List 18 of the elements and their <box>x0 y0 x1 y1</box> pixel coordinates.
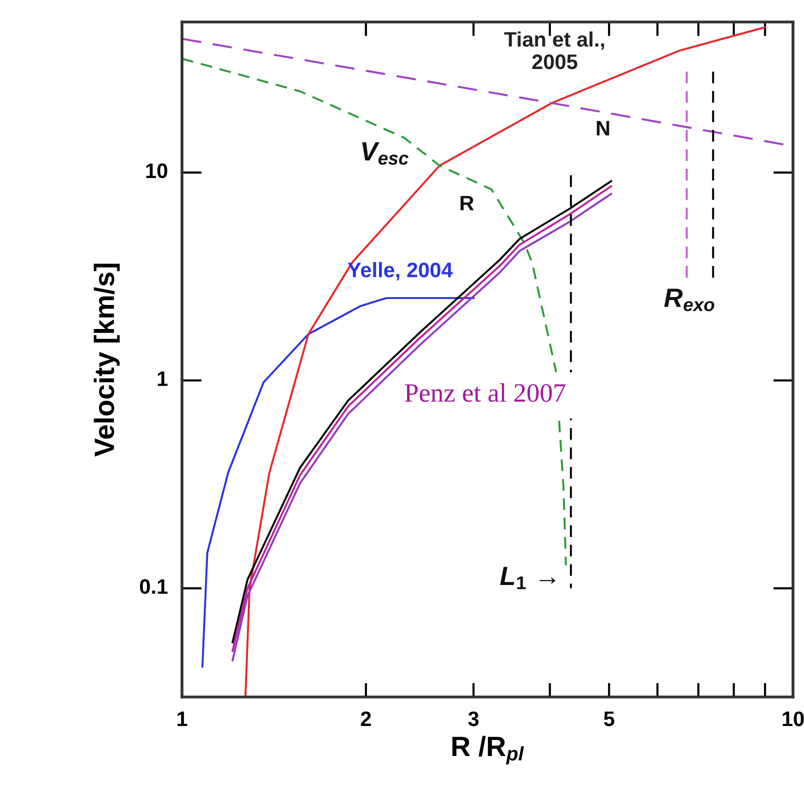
y-tick-label: 1 <box>158 371 168 386</box>
x-tick-label: 2 <box>360 711 371 726</box>
x-tick-label: 1 <box>178 712 188 726</box>
annotation: Yelle, 2004 <box>348 262 453 280</box>
x-tick-label: 10 <box>782 711 804 726</box>
annotation: R <box>460 196 474 210</box>
y-tick-label: 0.1 <box>140 579 168 594</box>
annotation: Tian et al., 2005 <box>504 31 604 70</box>
annotation: Penz et al 2007 <box>404 383 566 402</box>
x-tick-label: 3 <box>468 711 479 726</box>
annotation: N <box>596 121 610 136</box>
annotation: V$_{esc}$ <box>362 142 408 165</box>
x-tick-label: 5 <box>604 712 614 726</box>
y-axis-title: Velocity [km/s] <box>94 264 120 457</box>
annotation: L$_{1}$ → <box>500 566 556 590</box>
y-tick-label: 10 <box>146 163 168 178</box>
x-axis-title: R /R$_{pl}$ <box>452 736 524 764</box>
annotation: R$_{exo}$ <box>664 288 714 312</box>
